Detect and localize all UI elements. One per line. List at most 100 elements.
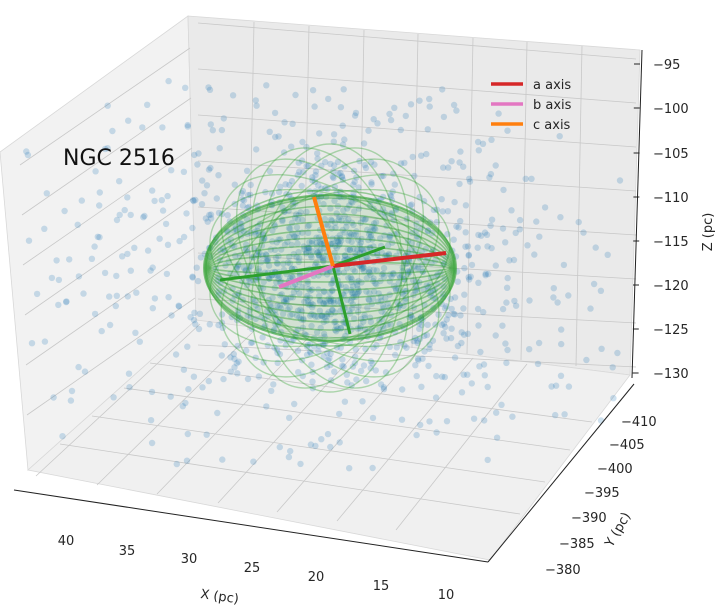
star-point bbox=[231, 200, 238, 208]
star-point bbox=[275, 275, 282, 282]
star-point bbox=[399, 267, 406, 275]
star-point bbox=[326, 355, 333, 362]
star-point bbox=[509, 413, 516, 420]
star-point bbox=[366, 266, 373, 273]
star-point bbox=[413, 278, 420, 285]
star-point bbox=[218, 319, 226, 326]
star-point bbox=[112, 302, 120, 310]
x-tick-label: 15 bbox=[373, 579, 390, 594]
star-point bbox=[234, 262, 242, 269]
star-point bbox=[367, 358, 375, 365]
star-point bbox=[168, 167, 175, 174]
star-point bbox=[550, 294, 557, 301]
star-point bbox=[329, 173, 336, 180]
grid-y-2 bbox=[123, 387, 571, 451]
z-tick-label: −115 bbox=[653, 235, 689, 250]
star-point bbox=[552, 411, 559, 419]
star-point bbox=[404, 249, 411, 256]
grid-xv-3 bbox=[411, 33, 419, 349]
star-point bbox=[94, 233, 102, 240]
star-point bbox=[337, 235, 344, 242]
star-point bbox=[371, 280, 379, 287]
star-point bbox=[260, 359, 267, 366]
ellipsoid-meridian bbox=[209, 188, 451, 348]
star-point bbox=[261, 316, 268, 323]
star-point bbox=[106, 321, 114, 329]
green-axis-1 bbox=[219, 264, 334, 282]
star-point bbox=[265, 262, 273, 269]
star-point bbox=[294, 229, 302, 236]
star-point bbox=[229, 242, 236, 249]
star-point bbox=[315, 234, 323, 241]
star-point bbox=[335, 269, 342, 276]
star-point bbox=[288, 143, 295, 150]
star-point bbox=[284, 306, 291, 313]
grid-xv-1 bbox=[302, 25, 310, 337]
star-point bbox=[329, 240, 337, 247]
star-point bbox=[245, 263, 253, 270]
star-point bbox=[370, 266, 377, 273]
grid-xv-6 bbox=[575, 45, 583, 367]
star-point bbox=[370, 205, 377, 212]
star-point bbox=[443, 303, 450, 310]
star-point bbox=[370, 116, 377, 123]
star-point bbox=[522, 175, 529, 182]
star-point bbox=[183, 457, 191, 464]
star-point bbox=[457, 217, 464, 225]
star-point bbox=[270, 381, 277, 388]
star-point bbox=[244, 312, 251, 319]
star-point bbox=[441, 373, 448, 381]
star-point bbox=[413, 285, 420, 292]
star-point bbox=[399, 291, 407, 298]
star-point bbox=[272, 311, 279, 319]
star-point bbox=[194, 277, 202, 285]
star-point bbox=[254, 251, 261, 258]
star-point bbox=[499, 322, 506, 329]
star-point bbox=[206, 86, 214, 94]
star-point bbox=[339, 362, 346, 370]
star-point bbox=[482, 270, 489, 277]
star-point bbox=[338, 237, 345, 244]
star-point bbox=[286, 233, 293, 240]
star-point bbox=[322, 158, 329, 166]
star-point bbox=[433, 206, 441, 213]
star-point bbox=[75, 273, 83, 280]
star-point bbox=[332, 219, 339, 226]
star-point bbox=[109, 127, 116, 135]
star-point bbox=[400, 302, 407, 310]
star-point bbox=[327, 299, 335, 306]
star-point bbox=[500, 186, 507, 194]
star-point bbox=[327, 205, 334, 212]
star-point bbox=[386, 110, 393, 118]
star-point bbox=[404, 237, 412, 244]
star-point bbox=[561, 411, 568, 418]
star-point bbox=[50, 394, 57, 401]
star-point bbox=[276, 273, 283, 280]
star-point bbox=[340, 363, 347, 370]
star-point bbox=[184, 123, 191, 130]
star-point bbox=[232, 223, 239, 230]
star-point bbox=[287, 294, 294, 301]
star-point bbox=[239, 278, 246, 285]
star-point bbox=[403, 260, 410, 267]
star-point bbox=[262, 251, 270, 258]
star-point bbox=[269, 294, 276, 301]
star-point bbox=[201, 190, 208, 197]
star-point bbox=[253, 276, 260, 283]
star-point bbox=[357, 246, 364, 253]
star-point bbox=[308, 286, 316, 293]
star-point bbox=[304, 292, 311, 300]
star-point bbox=[367, 318, 375, 326]
star-point bbox=[309, 177, 316, 184]
star-point bbox=[180, 366, 188, 373]
star-point bbox=[224, 212, 231, 219]
star-point bbox=[149, 264, 156, 271]
star-point bbox=[339, 176, 347, 184]
star-point bbox=[156, 235, 163, 242]
star-point bbox=[442, 253, 449, 261]
star-point bbox=[366, 314, 374, 321]
legend-label-c: c axis bbox=[533, 118, 571, 133]
star-point bbox=[381, 209, 388, 216]
star-point bbox=[242, 247, 249, 254]
star-point bbox=[313, 259, 320, 266]
